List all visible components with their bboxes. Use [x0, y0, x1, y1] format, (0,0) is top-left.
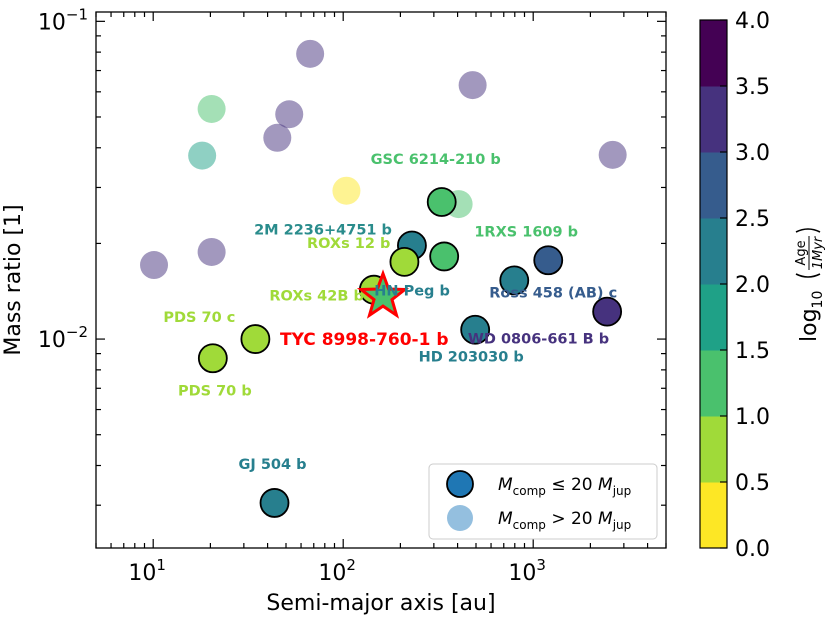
x-axis-title: Semi-major axis [au]: [266, 591, 495, 616]
colorbar-frac-num: Age: [794, 240, 809, 265]
highlight-star: [356, 269, 410, 319]
colorbar-tick-label: 0.0: [735, 537, 770, 562]
point-label: GSC 6214-210 b: [371, 152, 501, 168]
colorbar-frac-den: 1Myr: [811, 235, 826, 269]
companion-point: [533, 245, 564, 276]
colorbar-tick-label: 4.0: [735, 9, 770, 34]
point-label: HN Peg b: [374, 283, 450, 299]
companion-point: [592, 296, 623, 327]
legend-marker: [447, 505, 473, 531]
colorbar-tick-label: 2.0: [735, 273, 770, 298]
colorbar-tick-label: 2.5: [735, 207, 770, 232]
point-label: ROXs 42B b: [269, 289, 364, 305]
faded-point: [140, 251, 169, 280]
x-tick-label: 102: [318, 556, 356, 586]
companion-point: [429, 241, 460, 272]
colorbar-segment: [700, 350, 727, 417]
point-label: PDS 70 b: [178, 383, 252, 399]
companion-point: [426, 187, 457, 217]
colorbar-segment: [700, 218, 727, 285]
point-label: WD 0806-661 B b: [468, 332, 609, 348]
legend-label: Mcomp ≤ 20 Mjup: [498, 475, 631, 498]
legend-box: [428, 463, 658, 540]
highlight-label: TYC 8998-760-1 b: [280, 330, 449, 350]
faded-point: [263, 123, 292, 152]
faded-point: [332, 176, 361, 205]
faded-point: [598, 140, 627, 169]
faded-point: [458, 71, 487, 100]
point-label: ROXs 12 b: [307, 236, 390, 252]
companion-point: [499, 265, 530, 296]
point-label: PDS 70 c: [163, 310, 235, 326]
y-axis-title: Mass ratio [1]: [1, 204, 26, 355]
colorbar-paren-right: [795, 228, 821, 233]
colorbar-tick-label: 3.0: [735, 141, 770, 166]
y-tick-label: 10−1: [38, 5, 88, 35]
colorbar-segment: [700, 416, 727, 483]
colorbar-segment: [700, 20, 727, 87]
colorbar-label: log10 Age 1Myr: [794, 228, 826, 342]
y-tick-label: 10−2: [38, 323, 88, 353]
faded-point: [197, 237, 226, 266]
faded-point: [197, 94, 226, 123]
colorbar-segment: [700, 152, 727, 219]
plot-frame: [95, 11, 667, 549]
x-axis-ticks: 101 102 103: [95, 12, 667, 586]
colorbar-tick-label: 3.5: [735, 75, 770, 100]
data-points: [140, 39, 627, 518]
companion-point: [389, 246, 420, 277]
colorbar-segment: [700, 86, 727, 153]
point-label: Ross 458 (AB) c: [489, 285, 617, 301]
x-tick-label: 103: [508, 556, 546, 586]
legend: Mcomp ≤ 20 Mjup Mcomp > 20 Mjup: [428, 463, 658, 540]
colorbar-tick-label: 0.5: [735, 471, 770, 496]
faded-point: [296, 39, 325, 68]
point-label: HD 203030 b: [419, 350, 524, 366]
companion-point: [460, 314, 491, 345]
colorbar-label-text: log10: [797, 291, 826, 342]
colorbar-paren-left: [795, 273, 821, 278]
y-axis-ticks: 10−2 10−1: [38, 5, 666, 506]
point-label: 1RXS 1609 b: [474, 224, 578, 240]
companion-point: [240, 324, 271, 354]
point-label: GJ 504 b: [238, 457, 306, 473]
colorbar-tick-label: 1.0: [735, 405, 770, 430]
colorbar-segment: [700, 284, 727, 351]
colorbar-tick-label: 1.5: [735, 339, 770, 364]
legend-label: Mcomp > 20 Mjup: [498, 509, 631, 532]
point-annotations: GSC 6214-210 b 2M 2236+4751 b 1RXS 1609 b R…: [163, 152, 617, 473]
companion-point: [197, 343, 228, 374]
legend-marker: [446, 470, 474, 498]
colorbar: 0.0 0.5 1.0 1.5 2.0 2.5 3.0 3.5 4.0 log10 Age 1Myr: [699, 9, 826, 562]
x-tick-label: 101: [128, 556, 166, 586]
colorbar-segment: [700, 482, 727, 549]
faded-point: [188, 141, 217, 170]
faded-point: [275, 100, 304, 129]
point-label: 2M 2236+4751 b: [254, 223, 392, 239]
companion-point: [259, 488, 290, 518]
